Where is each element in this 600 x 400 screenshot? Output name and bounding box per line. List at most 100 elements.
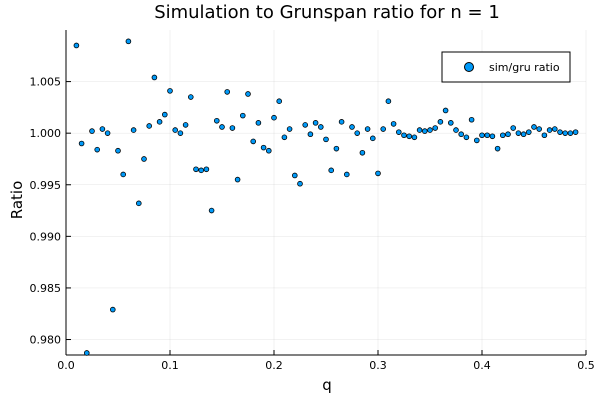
data-point bbox=[234, 176, 241, 183]
data-point bbox=[395, 129, 402, 135]
data-point bbox=[78, 140, 85, 147]
data-point bbox=[390, 121, 397, 127]
data-point bbox=[219, 124, 225, 130]
data-point bbox=[260, 144, 267, 151]
data-point bbox=[375, 170, 381, 177]
data-point bbox=[421, 128, 428, 134]
data-point bbox=[323, 136, 329, 143]
data-point bbox=[203, 166, 210, 173]
data-point bbox=[385, 98, 392, 104]
data-point bbox=[115, 147, 121, 154]
data-point bbox=[562, 130, 568, 136]
legend-label: sim/gru ratio bbox=[489, 61, 560, 74]
grid-lines bbox=[65, 30, 587, 355]
data-point bbox=[281, 134, 288, 141]
data-point bbox=[198, 167, 205, 174]
data-point bbox=[479, 132, 485, 139]
data-point bbox=[411, 134, 418, 141]
data-point bbox=[406, 133, 413, 140]
data-point bbox=[557, 129, 563, 135]
data-point bbox=[229, 125, 236, 131]
data-point bbox=[141, 156, 147, 162]
data-point bbox=[156, 119, 163, 125]
data-point bbox=[182, 122, 189, 128]
data-point bbox=[328, 167, 335, 174]
data-point bbox=[354, 130, 361, 136]
chart-title: Simulation to Grunspan ratio for n = 1 bbox=[154, 2, 500, 23]
data-point bbox=[551, 126, 558, 132]
data-point bbox=[442, 107, 449, 114]
data-point bbox=[473, 137, 480, 144]
data-point bbox=[120, 171, 126, 178]
data-point bbox=[276, 98, 283, 104]
y-tick-labels: 0.980 0.985 0.990 0.995 1.000 1.005 bbox=[30, 76, 62, 347]
legend-marker bbox=[464, 62, 474, 72]
data-point bbox=[359, 149, 366, 156]
y-axis-label: Ratio bbox=[8, 181, 26, 220]
data-point bbox=[380, 126, 387, 132]
data-point bbox=[255, 120, 262, 126]
data-point bbox=[240, 112, 246, 119]
tick-marks bbox=[65, 81, 587, 355]
data-point bbox=[453, 127, 459, 133]
x-tick-label: 0.1 bbox=[161, 359, 179, 372]
data-point bbox=[89, 128, 95, 134]
data-point bbox=[567, 130, 574, 136]
data-point bbox=[369, 135, 376, 142]
data-point bbox=[432, 125, 439, 131]
data-point bbox=[151, 74, 158, 81]
axes bbox=[65, 30, 586, 356]
data-point bbox=[468, 116, 475, 123]
data-point bbox=[349, 124, 355, 130]
y-tick-label: 0.980 bbox=[30, 334, 62, 347]
data-point bbox=[499, 132, 506, 139]
x-tick-labels: 0.0 0.1 0.2 0.3 0.4 0.5 bbox=[57, 359, 595, 372]
data-points bbox=[73, 38, 579, 356]
data-point bbox=[214, 117, 220, 124]
data-point bbox=[104, 130, 111, 136]
data-point bbox=[188, 94, 194, 100]
data-point bbox=[167, 88, 173, 94]
data-point bbox=[208, 207, 215, 214]
data-point bbox=[193, 166, 199, 173]
data-point bbox=[125, 38, 132, 45]
data-point bbox=[458, 131, 465, 138]
data-point bbox=[520, 131, 527, 138]
data-point bbox=[447, 120, 454, 126]
data-point bbox=[94, 146, 100, 153]
x-axis-label: q bbox=[322, 376, 332, 394]
data-point bbox=[437, 119, 444, 125]
data-point bbox=[265, 147, 272, 154]
data-point bbox=[416, 127, 423, 133]
y-tick-label: 0.990 bbox=[30, 230, 62, 243]
data-point bbox=[343, 171, 350, 178]
data-point bbox=[525, 129, 532, 135]
data-point bbox=[427, 127, 433, 133]
x-tick-label: 0.4 bbox=[473, 359, 491, 372]
data-point bbox=[99, 126, 106, 132]
data-point bbox=[245, 91, 251, 97]
data-point bbox=[364, 126, 371, 132]
data-point bbox=[333, 145, 340, 152]
data-point bbox=[110, 306, 116, 313]
x-tick-label: 0.5 bbox=[577, 359, 595, 372]
data-point bbox=[531, 124, 537, 130]
y-tick-label: 0.985 bbox=[30, 282, 62, 295]
y-tick-label: 0.995 bbox=[30, 179, 62, 192]
data-point bbox=[546, 127, 553, 133]
y-tick-label: 1.005 bbox=[30, 76, 62, 89]
data-point bbox=[136, 200, 142, 207]
data-point bbox=[484, 132, 491, 139]
data-point bbox=[494, 145, 501, 152]
data-point bbox=[297, 180, 303, 187]
data-point bbox=[177, 130, 184, 136]
data-point bbox=[286, 126, 293, 132]
data-point bbox=[510, 125, 517, 131]
data-point bbox=[302, 122, 309, 128]
x-tick-label: 0.2 bbox=[265, 359, 283, 372]
data-point bbox=[317, 124, 324, 130]
data-point bbox=[515, 130, 522, 136]
data-point bbox=[146, 123, 153, 129]
legend-box bbox=[441, 51, 571, 83]
